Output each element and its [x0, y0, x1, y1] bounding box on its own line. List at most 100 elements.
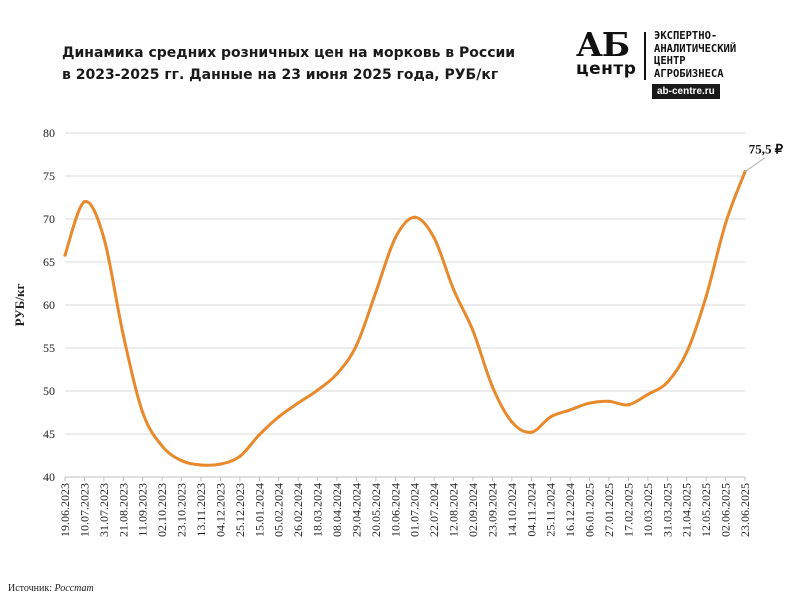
y-tick-label: 70	[43, 212, 55, 226]
data-label-leader	[744, 157, 766, 173]
x-tick-label: 23.10.2023	[175, 483, 189, 537]
data-point	[179, 459, 184, 463]
logo-text-line: АГРОБИЗНЕСА	[654, 67, 724, 80]
x-tick-label: 20.05.2024	[369, 483, 383, 537]
x-tick-label: 23.06.2025	[738, 483, 752, 537]
x-tick-label: 17.02.2025	[621, 483, 635, 537]
data-point	[665, 380, 669, 384]
x-tick-label: 04.12.2023	[213, 483, 227, 537]
x-tick-label: 21.04.2025	[680, 483, 694, 537]
data-point	[646, 392, 650, 397]
x-tick-label: 12.08.2024	[447, 483, 461, 537]
y-tick-label: 80	[43, 126, 55, 140]
data-point	[374, 290, 378, 294]
data-point	[393, 236, 397, 240]
logo-text-line: ЭКСПЕРТНО-	[654, 30, 718, 42]
data-point	[121, 333, 125, 337]
data-point	[141, 410, 145, 415]
data-point	[626, 403, 631, 407]
logo-text-line: АНАЛИТИЧЕСКИЙ	[654, 42, 737, 55]
data-point	[82, 200, 87, 204]
data-point	[704, 294, 708, 298]
ab-centre-logo: АБ центр ЭКСПЕРТНО- АНАЛИТИЧЕСКИЙ ЦЕНТР …	[574, 25, 784, 102]
y-tick-label: 75	[43, 169, 55, 183]
x-tick-label: 04.11.2024	[524, 483, 538, 537]
x-tick-label: 15.01.2024	[252, 483, 266, 537]
data-point	[471, 329, 475, 333]
data-point	[510, 420, 514, 424]
logo-mark-bottom: центр	[576, 59, 637, 79]
y-tick-label: 45	[43, 427, 55, 441]
y-tick-label: 65	[43, 255, 55, 269]
data-point	[432, 236, 436, 240]
data-point	[568, 408, 572, 412]
x-tick-label: 06.01.2025	[583, 483, 597, 537]
data-point	[160, 444, 164, 448]
x-tick-label: 18.03.2024	[311, 483, 325, 537]
data-point	[315, 388, 320, 392]
y-tick-label: 55	[43, 341, 55, 355]
data-point	[354, 343, 359, 348]
logo-url: ab-centre.ru	[652, 84, 720, 99]
x-tick-label: 23.09.2024	[485, 483, 499, 537]
data-point	[685, 350, 689, 354]
series-line	[63, 170, 747, 467]
data-label: 75,5 ₽	[749, 142, 784, 157]
chart-title-line-2: в 2023-2025 гг. Данные на 23 июня 2025 г…	[62, 67, 499, 83]
x-tick-label: 31.03.2025	[660, 483, 674, 537]
x-tick-label: 16.12.2024	[563, 483, 577, 537]
data-point	[723, 221, 728, 225]
data-point	[218, 462, 223, 466]
data-point	[607, 399, 611, 403]
x-tick-label: 21.08.2023	[116, 483, 130, 537]
x-tick-label: 14.10.2024	[505, 483, 519, 537]
data-point	[587, 401, 592, 405]
x-tick-label: 31.07.2023	[97, 483, 111, 537]
x-tick-label: 12.05.2025	[699, 483, 713, 537]
x-tick-label: 26.02.2024	[291, 483, 305, 537]
data-point	[277, 415, 281, 419]
chart-title-line-1: Динамика средних розничных цен на морков…	[62, 45, 516, 61]
x-tick-label: 02.06.2025	[719, 483, 733, 537]
data-point	[549, 415, 553, 419]
x-tick-label: 08.04.2024	[330, 483, 344, 537]
y-tick-label: 40	[43, 470, 55, 484]
y-axis-label: РУБ/кг	[12, 284, 27, 327]
x-tick-label: 10.06.2024	[388, 483, 402, 537]
logo-mark-top: АБ	[576, 25, 630, 64]
x-tick-label: 02.10.2023	[155, 483, 169, 537]
data-point	[199, 463, 203, 467]
x-tick-label: 19.06.2023	[58, 483, 72, 537]
logo-text-line: ЦЕНТР	[654, 55, 686, 67]
data-point	[102, 236, 106, 240]
logo-divider	[644, 32, 646, 80]
data-point	[413, 215, 417, 219]
source-label: Источник:	[8, 583, 53, 594]
data-point	[451, 287, 456, 292]
x-tick-label: 29.04.2024	[349, 483, 363, 537]
data-point	[335, 372, 339, 376]
x-tick-label: 25.12.2023	[233, 483, 247, 537]
source-note: Источник: Росстат	[8, 583, 94, 594]
y-tick-label: 60	[43, 298, 55, 312]
data-point	[490, 385, 495, 389]
x-tick-label: 11.09.2023	[136, 483, 150, 537]
source-name: Росстат	[54, 583, 94, 594]
x-tick-label: 01.07.2024	[408, 483, 422, 537]
data-point	[529, 430, 533, 434]
x-tick-label: 05.02.2024	[272, 483, 286, 537]
data-point	[63, 253, 67, 257]
x-tick-label: 22.07.2024	[427, 483, 441, 537]
x-tick-label: 02.09.2024	[466, 483, 480, 537]
x-tick-label: 25.11.2024	[544, 483, 558, 537]
x-tick-label: 13.11.2023	[194, 483, 208, 537]
data-point	[257, 433, 261, 437]
x-tick-label: 27.01.2025	[602, 483, 616, 537]
y-tick-label: 50	[43, 384, 55, 398]
data-point	[238, 454, 242, 458]
x-tick-label: 10.03.2025	[641, 483, 655, 537]
chart-title: Динамика средних розничных цен на морков…	[62, 42, 532, 86]
x-tick-label: 10.07.2023	[77, 483, 91, 537]
logo-text: ЭКСПЕРТНО- АНАЛИТИЧЕСКИЙ ЦЕНТР АГРОБИЗНЕ…	[654, 30, 736, 80]
